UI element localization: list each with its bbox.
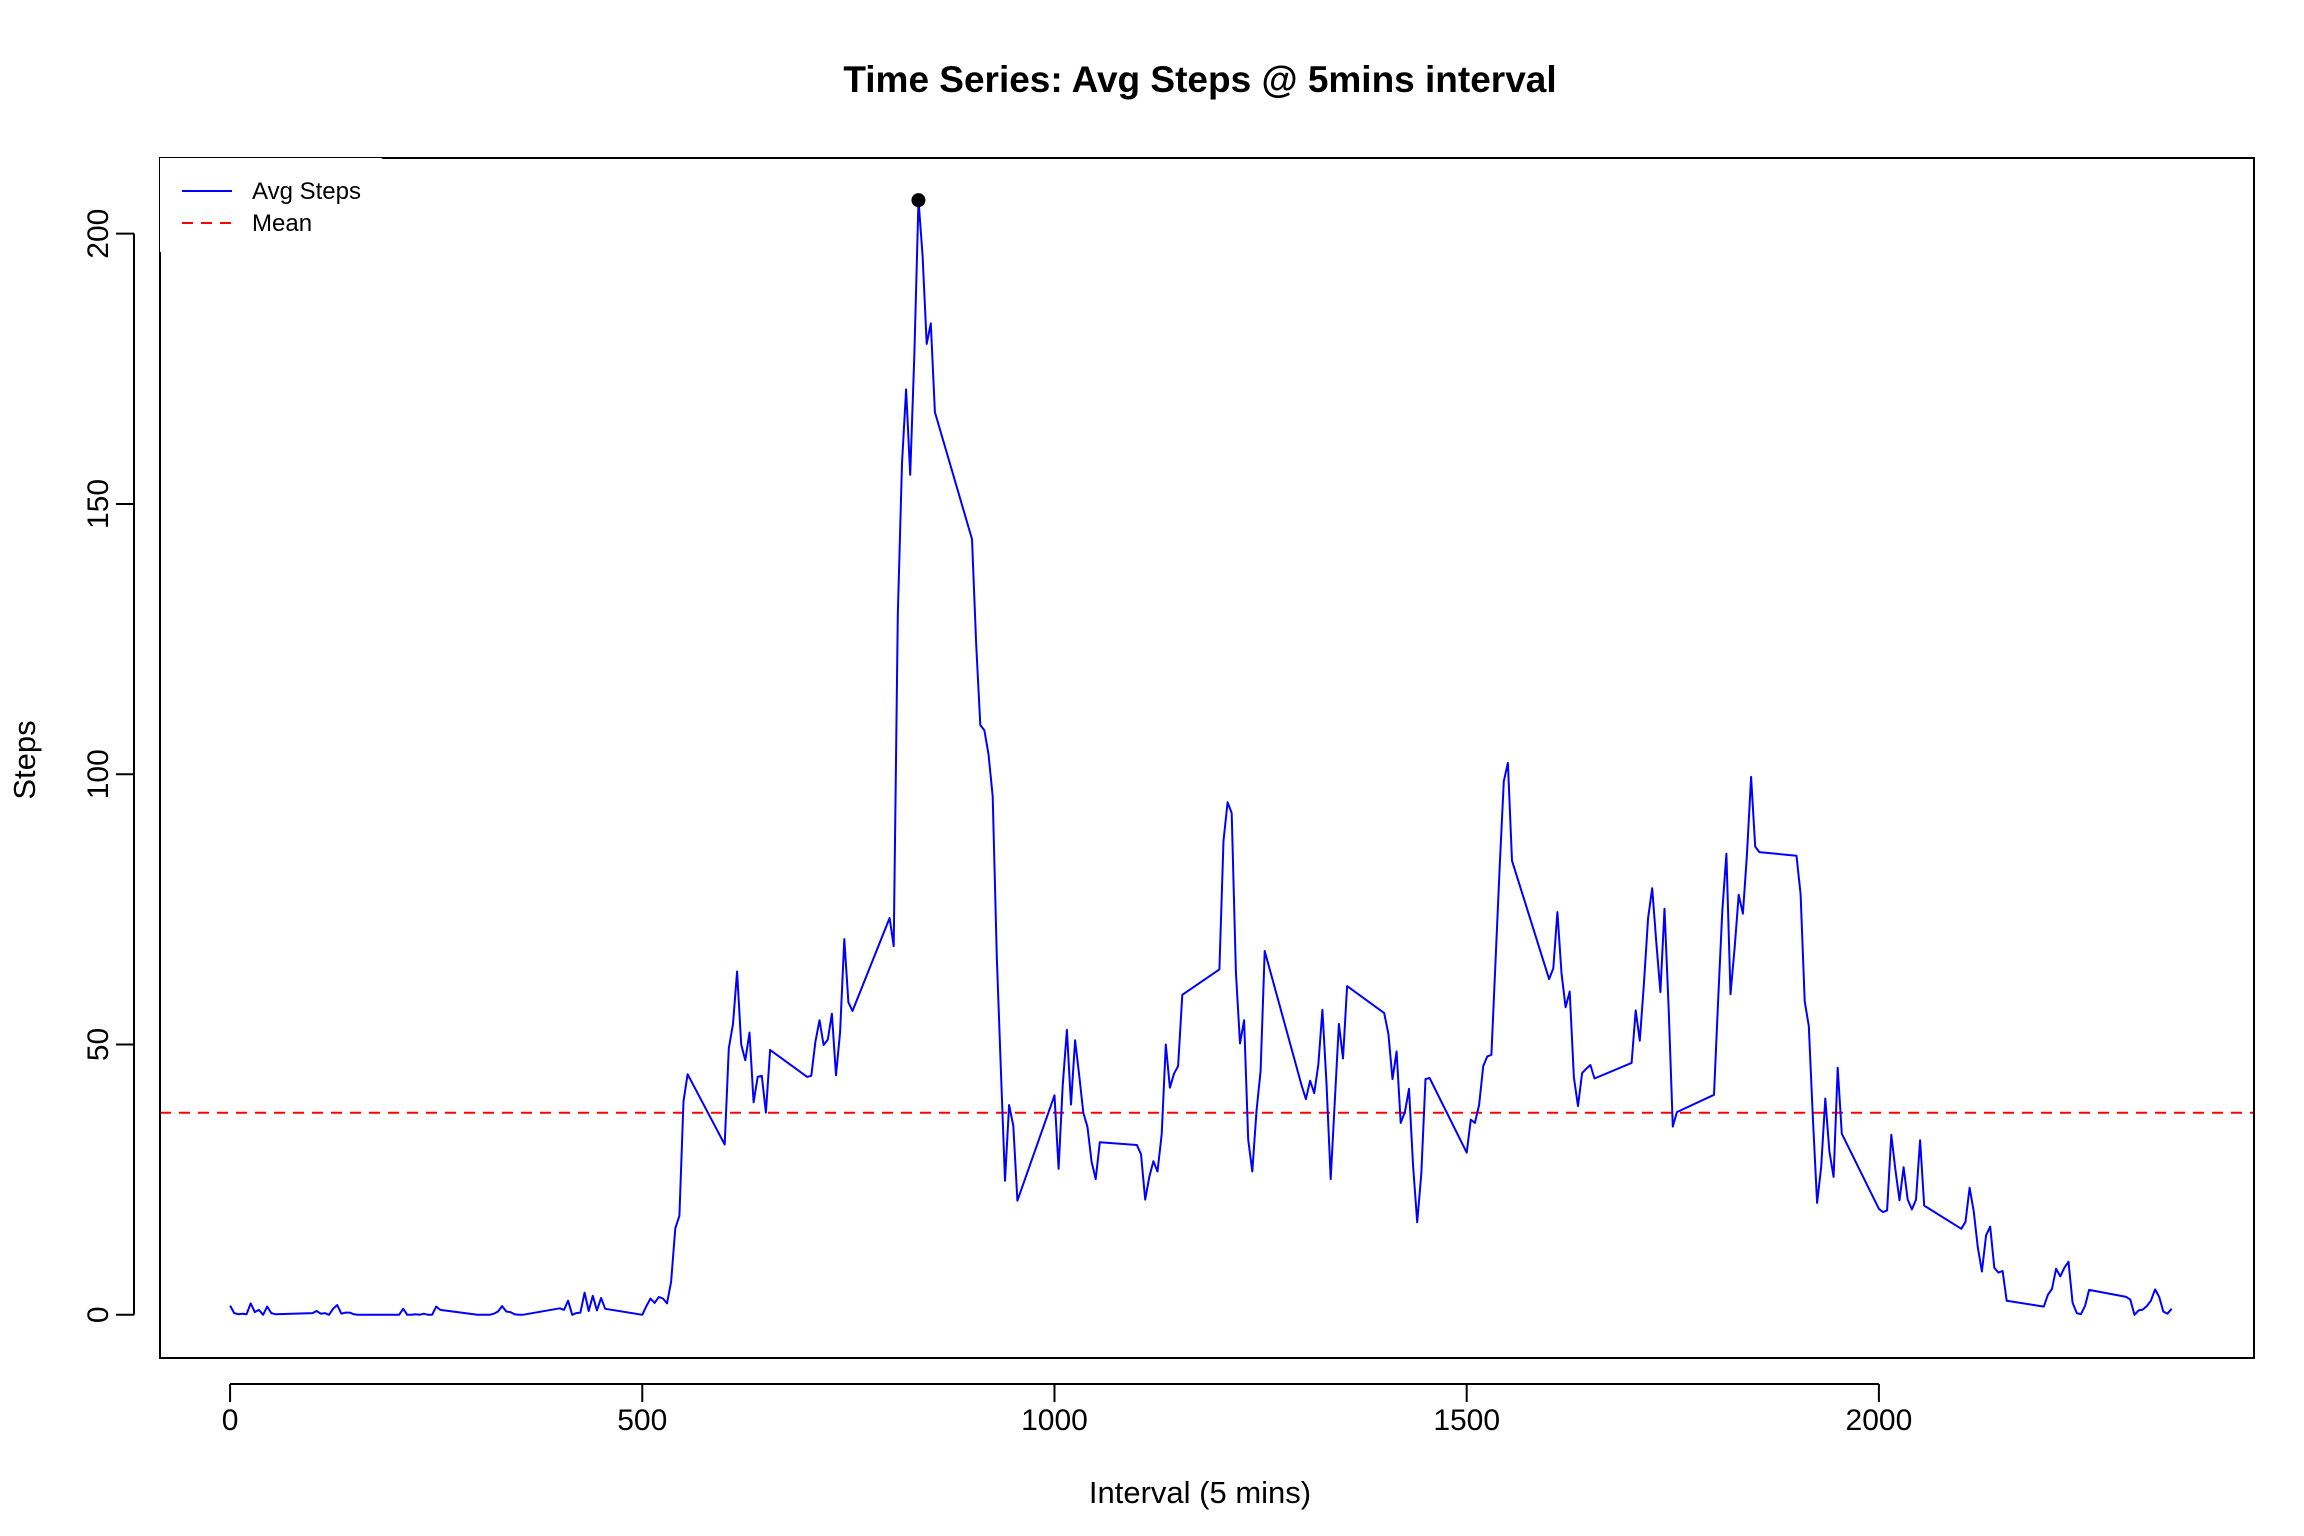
max-point-marker	[911, 193, 926, 208]
legend-label-mean: Mean	[252, 210, 312, 237]
legend-label-avg-steps: Avg Steps	[252, 178, 361, 205]
chart-title: Time Series: Avg Steps @ 5mins interval	[843, 59, 1556, 100]
plot-frame	[159, 157, 2255, 1359]
y-tick-label: 0	[82, 1306, 115, 1323]
series-line-avg-steps	[229, 199, 2173, 1316]
legend-background	[160, 158, 382, 252]
plot-area	[160, 193, 2254, 1316]
x-tick-label: 2000	[1846, 1404, 1913, 1437]
y-tick-label: 200	[82, 209, 115, 259]
y-axis-label: Steps	[7, 720, 42, 799]
y-tick-label: 50	[82, 1028, 115, 1061]
y-axis: 0 50 100 150 200	[82, 209, 135, 1323]
x-tick-label: 0	[222, 1404, 239, 1437]
x-axis-label: Interval (5 mins)	[1089, 1475, 1311, 1510]
y-tick-label: 150	[82, 479, 115, 529]
x-tick-label: 500	[617, 1404, 667, 1437]
x-tick-label: 1000	[1021, 1404, 1088, 1437]
y-tick-label: 100	[82, 749, 115, 799]
legend: Avg Steps Mean	[160, 158, 382, 252]
x-tick-label: 1500	[1433, 1404, 1500, 1437]
x-axis: 0 500 1000 1500 2000	[222, 1383, 1913, 1437]
